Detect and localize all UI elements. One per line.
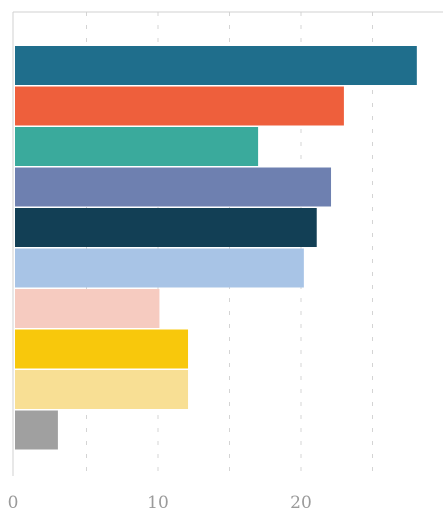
bar-2	[15, 86, 344, 126]
bar-1	[15, 46, 417, 85]
x-tick-label-20: 20	[290, 493, 312, 511]
bar-8	[15, 329, 189, 369]
bars	[15, 46, 417, 450]
x-tick-label-10: 10	[147, 493, 169, 511]
bar-9	[15, 370, 189, 409]
bar-3	[15, 127, 259, 166]
bar-4	[15, 167, 332, 207]
bar-7	[15, 289, 160, 328]
bar-5	[15, 208, 317, 247]
x-tick-labels: 0 10 20	[8, 493, 312, 511]
bar-10	[15, 410, 58, 450]
bar-6	[15, 248, 304, 288]
x-tick-label-0: 0	[8, 493, 19, 511]
